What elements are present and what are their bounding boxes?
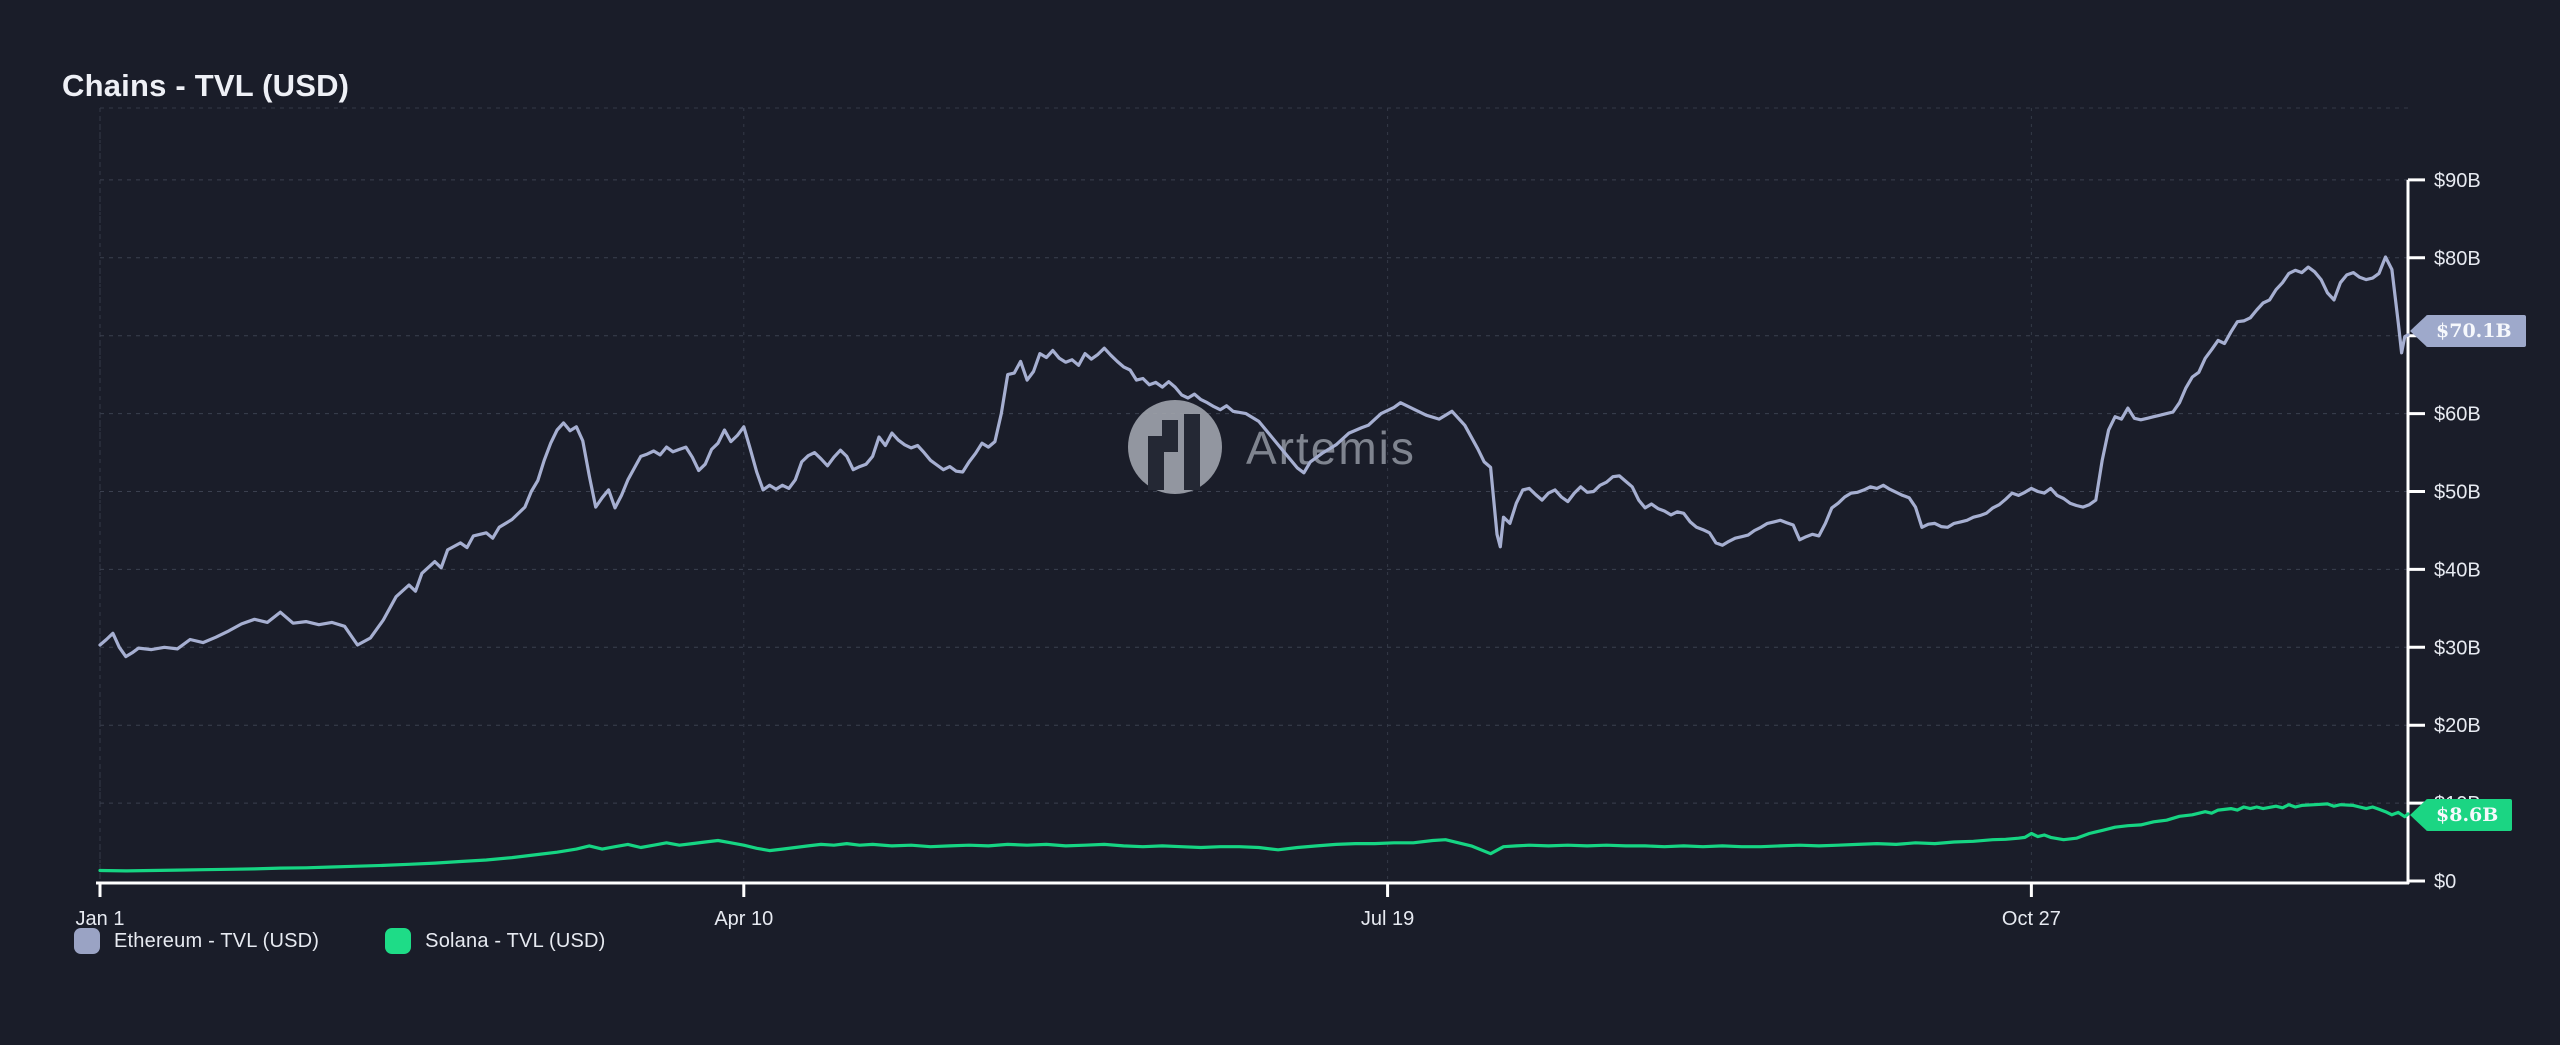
badge-arrow-icon <box>2410 799 2427 831</box>
legend-item-solana[interactable]: Solana - TVL (USD) <box>385 928 605 954</box>
y-tick-label: $20B <box>2434 715 2481 737</box>
artemis-pixel-a-icon <box>1148 436 1178 452</box>
x-tick-label: Jul 19 <box>1361 908 1414 930</box>
artemis-pixel-a-icon <box>1148 452 1164 490</box>
y-tick-label: $80B <box>2434 248 2481 270</box>
x-tick-label: Oct 27 <box>2002 908 2061 930</box>
artemis-pixel-a-icon <box>1184 414 1200 490</box>
y-tick-label: $40B <box>2434 559 2481 581</box>
x-tick-label: Apr 10 <box>714 908 773 930</box>
x-tick-label: Jan 1 <box>76 908 125 930</box>
legend: Ethereum - TVL (USD) Solana - TVL (USD) <box>74 928 606 954</box>
legend-label-solana: Solana - TVL (USD) <box>425 929 606 952</box>
ethereum-last-value-badge: $70.1B <box>2410 315 2526 347</box>
y-tick-label: $90B <box>2434 170 2481 192</box>
y-tick-label: $0 <box>2434 871 2456 893</box>
artemis-watermark: Artemis <box>1128 400 1414 494</box>
legend-label-ethereum: Ethereum - TVL (USD) <box>114 929 320 952</box>
ethereum-tvl-line[interactable] <box>98 255 2410 659</box>
ethereum-swatch-icon <box>74 928 100 954</box>
solana-last-value: $8.6B <box>2436 804 2499 826</box>
artemis-pixel-a-icon <box>1162 420 1178 436</box>
legend-item-ethereum[interactable]: Ethereum - TVL (USD) <box>74 928 319 954</box>
y-tick-label: $30B <box>2434 637 2481 659</box>
solana-tvl-line[interactable] <box>98 802 2410 873</box>
badge-arrow-icon <box>2410 315 2427 347</box>
solana-last-value-badge: $8.6B <box>2410 799 2513 831</box>
solana-swatch-icon <box>385 928 412 954</box>
y-tick-label: $60B <box>2434 404 2481 426</box>
page-title: Chains - TVL (USD) <box>62 68 350 103</box>
ethereum-last-value: $70.1B <box>2436 320 2512 342</box>
y-tick-label: $50B <box>2434 482 2481 504</box>
